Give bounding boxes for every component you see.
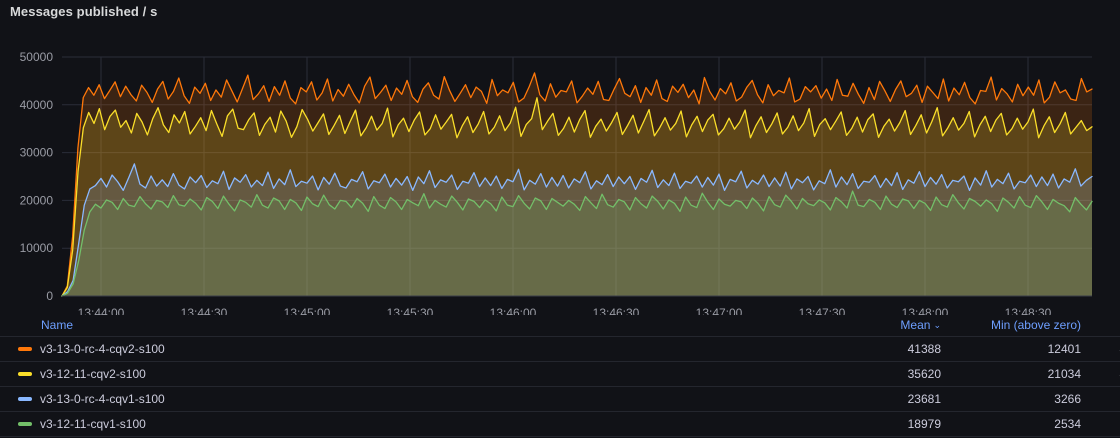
legend-series-name-cell[interactable]: v3-12-11-cqv1-s100 xyxy=(0,411,861,437)
legend-column-max[interactable]: Max xyxy=(1081,316,1120,337)
series-color-swatch-icon[interactable] xyxy=(18,372,32,376)
legend-max-value: 46663 xyxy=(1081,336,1120,362)
legend-series-name-cell[interactable]: v3-13-0-rc-4-cqv2-s100 xyxy=(0,336,861,362)
legend-mean-value: 23681 xyxy=(861,386,941,412)
legend-header-row: Name Mean⌄ Min (above zero) Max xyxy=(0,316,1120,337)
series-area-v3-13-0-rc-4-cqv1-s100 xyxy=(62,163,1092,296)
legend-row[interactable]: v3-12-11-cqv2-s100 356202103441467 xyxy=(0,361,1120,387)
x-axis-tick-label: 13:44:30 xyxy=(181,306,228,315)
series-line-v3-12-11-cqv1-s100 xyxy=(61,190,1093,297)
legend-row[interactable]: v3-12-11-cqv1-s100 18979253421946 xyxy=(0,411,1120,437)
x-axis-tick-label: 13:47:30 xyxy=(799,306,846,315)
legend-mean-value: 18979 xyxy=(861,411,941,437)
series-area-v3-12-11-cqv1-s100 xyxy=(62,191,1092,296)
legend-min-value: 2534 xyxy=(941,411,1081,437)
legend-row[interactable]: v3-13-0-rc-4-cqv2-s100 413881240146663 xyxy=(0,336,1120,362)
x-axis-tick-label: 13:47:00 xyxy=(696,306,743,315)
x-axis-tick-label: 13:46:00 xyxy=(490,306,537,315)
legend-column-mean[interactable]: Mean ⌄ xyxy=(861,316,941,337)
y-axis-tick-label: 20000 xyxy=(20,193,54,207)
legend-min-value: 12401 xyxy=(941,336,1081,362)
series-color-swatch-icon[interactable] xyxy=(18,422,32,426)
y-axis-tick-label: 0 xyxy=(46,289,53,303)
legend-max-value: 27635 xyxy=(1081,386,1120,412)
legend-series-table: Name Mean⌄ Min (above zero) Max v3-13-0-… xyxy=(0,316,1120,437)
legend-series-label: v3-13-0-rc-4-cqv1-s100 xyxy=(40,392,165,406)
legend-max-value: 21946 xyxy=(1081,411,1120,437)
legend-min-value: 3266 xyxy=(941,386,1081,412)
legend-body: v3-13-0-rc-4-cqv2-s100413881240146663v3-… xyxy=(0,336,1120,437)
legend-column-name[interactable]: Name xyxy=(0,316,861,337)
series-color-swatch-icon[interactable] xyxy=(18,397,32,401)
legend-column-min-label: Min (above zero) xyxy=(990,318,1081,332)
chart-svg: 0 10000 20000 30000 40000 50000 13:44:00 13:44:… xyxy=(20,50,1093,315)
sort-descending-icon: ⌄ xyxy=(933,320,941,331)
series-line-v3-13-0-rc-4-cqv1-s100 xyxy=(61,163,1093,297)
legend-series-name-cell[interactable]: v3-12-11-cqv2-s100 xyxy=(0,361,861,387)
x-axis-tick-label: 13:44:00 xyxy=(78,306,125,315)
legend-series-label: v3-12-11-cqv2-s100 xyxy=(40,367,146,381)
legend-max-value: 41467 xyxy=(1081,361,1120,387)
panel-title: Messages published / s xyxy=(10,4,158,19)
legend-column-mean-label: Mean xyxy=(900,318,931,332)
x-axis-tick-label: 13:45:00 xyxy=(284,306,331,315)
y-axis-tick-label: 50000 xyxy=(20,50,54,64)
legend-column-min[interactable]: Min (above zero) xyxy=(941,316,1081,337)
series-area-v3-12-11-cqv2-s100 xyxy=(62,97,1092,296)
series-area-v3-13-0-rc-4-cqv2-s100 xyxy=(62,72,1092,296)
x-axis-tick-label: 13:48:30 xyxy=(1005,306,1052,315)
y-axis-tick-label: 40000 xyxy=(20,98,54,112)
legend-table: Name Mean⌄ Min (above zero) Max v3-13-0-… xyxy=(0,316,1120,437)
x-axis-tick-label: 13:46:30 xyxy=(593,306,640,315)
series-line-v3-13-0-rc-4-cqv2-s100 xyxy=(61,72,1093,297)
legend-mean-value: 41388 xyxy=(861,336,941,362)
plot-area[interactable]: 0 10000 20000 30000 40000 50000 13:44:00 13:44:… xyxy=(0,30,1120,315)
y-axis-tick-label: 30000 xyxy=(20,146,54,160)
legend-row[interactable]: v3-13-0-rc-4-cqv1-s100 23681326627635 xyxy=(0,386,1120,412)
x-axis-tick-label: 13:45:30 xyxy=(387,306,434,315)
legend-min-value: 21034 xyxy=(941,361,1081,387)
y-axis-tick-label: 10000 xyxy=(20,241,54,255)
legend-series-name-cell[interactable]: v3-13-0-rc-4-cqv1-s100 xyxy=(0,386,861,412)
legend-series-label: v3-12-11-cqv1-s100 xyxy=(40,417,146,431)
legend-series-label: v3-13-0-rc-4-cqv2-s100 xyxy=(40,342,165,356)
legend-mean-value: 35620 xyxy=(861,361,941,387)
series-line-v3-12-11-cqv2-s100 xyxy=(61,97,1093,297)
series-color-swatch-icon[interactable] xyxy=(18,347,32,351)
legend-column-name-label: Name xyxy=(41,318,74,332)
x-axis-tick-label: 13:48:00 xyxy=(902,306,949,315)
